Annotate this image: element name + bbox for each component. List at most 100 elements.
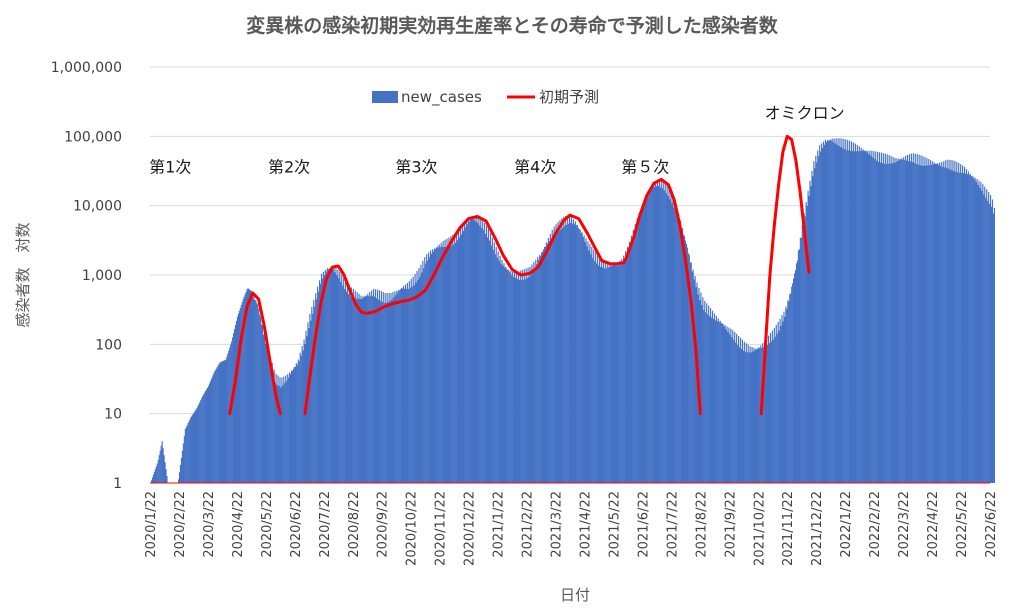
bar [321,278,324,483]
bar [299,352,301,483]
bar [585,238,587,483]
bar [459,227,462,483]
bar [493,242,495,483]
bar [736,333,738,483]
bar [606,261,608,483]
bar [434,248,436,483]
y-tick-label: 1 [113,476,122,492]
bar [575,225,577,484]
bar [612,263,614,483]
bar [440,242,442,483]
bar [435,247,437,483]
bar [261,324,263,483]
bar [582,237,584,483]
bar [963,166,966,483]
bar [619,260,621,483]
bar [873,151,875,483]
bar [973,179,975,483]
bar [876,160,878,483]
bar [316,299,318,483]
bar [152,474,155,483]
bar [777,322,779,483]
bar [228,350,230,483]
bar [263,333,266,483]
bar [266,352,268,483]
bar [238,310,240,483]
bar [694,276,696,483]
bar [324,269,326,483]
bar [654,187,656,483]
bar [490,245,492,483]
bar [558,231,560,483]
bar [391,299,393,483]
x-tick-label: 2021/6/22 [636,491,651,558]
bar [317,286,319,483]
bar [947,168,949,483]
bar [200,400,202,483]
bar [484,222,486,483]
bar [625,251,627,483]
bar [373,288,375,483]
bar [781,315,783,483]
bar [920,155,922,483]
bar [983,194,985,483]
bar [729,334,731,483]
bar [327,269,329,483]
bar [279,377,281,483]
bar [718,322,720,483]
bar [361,299,363,483]
bar [893,163,895,483]
bar [870,155,872,483]
bar [843,138,845,483]
bar [811,170,813,483]
bar [384,293,386,483]
bar [608,262,610,483]
bar [661,188,663,483]
bar [204,392,206,483]
bar [799,237,801,483]
bar [265,341,268,483]
bar [254,300,256,483]
bar [285,375,287,483]
bar [528,277,530,483]
bar [849,140,851,483]
bar [352,288,354,483]
bar [275,373,277,483]
bar [669,199,671,484]
bar [400,289,402,483]
bar [424,257,426,483]
bar [268,361,270,483]
bar [635,231,637,483]
bar [386,292,388,483]
bar [578,228,580,483]
bar [658,179,660,483]
y-tick-label: 1,000,000 [51,60,122,76]
bar [837,138,839,483]
bar [704,300,706,483]
bar [553,226,555,483]
bar [885,163,887,483]
bar [692,269,694,483]
bar [250,290,252,483]
bar [464,227,466,483]
bar [607,267,609,483]
bar [773,327,775,483]
bar [756,349,758,483]
bar [401,287,403,483]
bar [900,159,902,483]
bar [153,471,156,483]
x-tick-label: 2020/9/22 [376,491,391,558]
bar [443,246,445,483]
bar [838,146,840,483]
bar [252,297,254,483]
bar [598,256,601,483]
bar [284,383,286,483]
bar [852,142,855,483]
bar [895,162,897,483]
bar [199,402,201,483]
bar [725,329,727,483]
bar [476,218,478,483]
bar [646,196,648,484]
bar [570,216,573,483]
bar [358,293,360,483]
